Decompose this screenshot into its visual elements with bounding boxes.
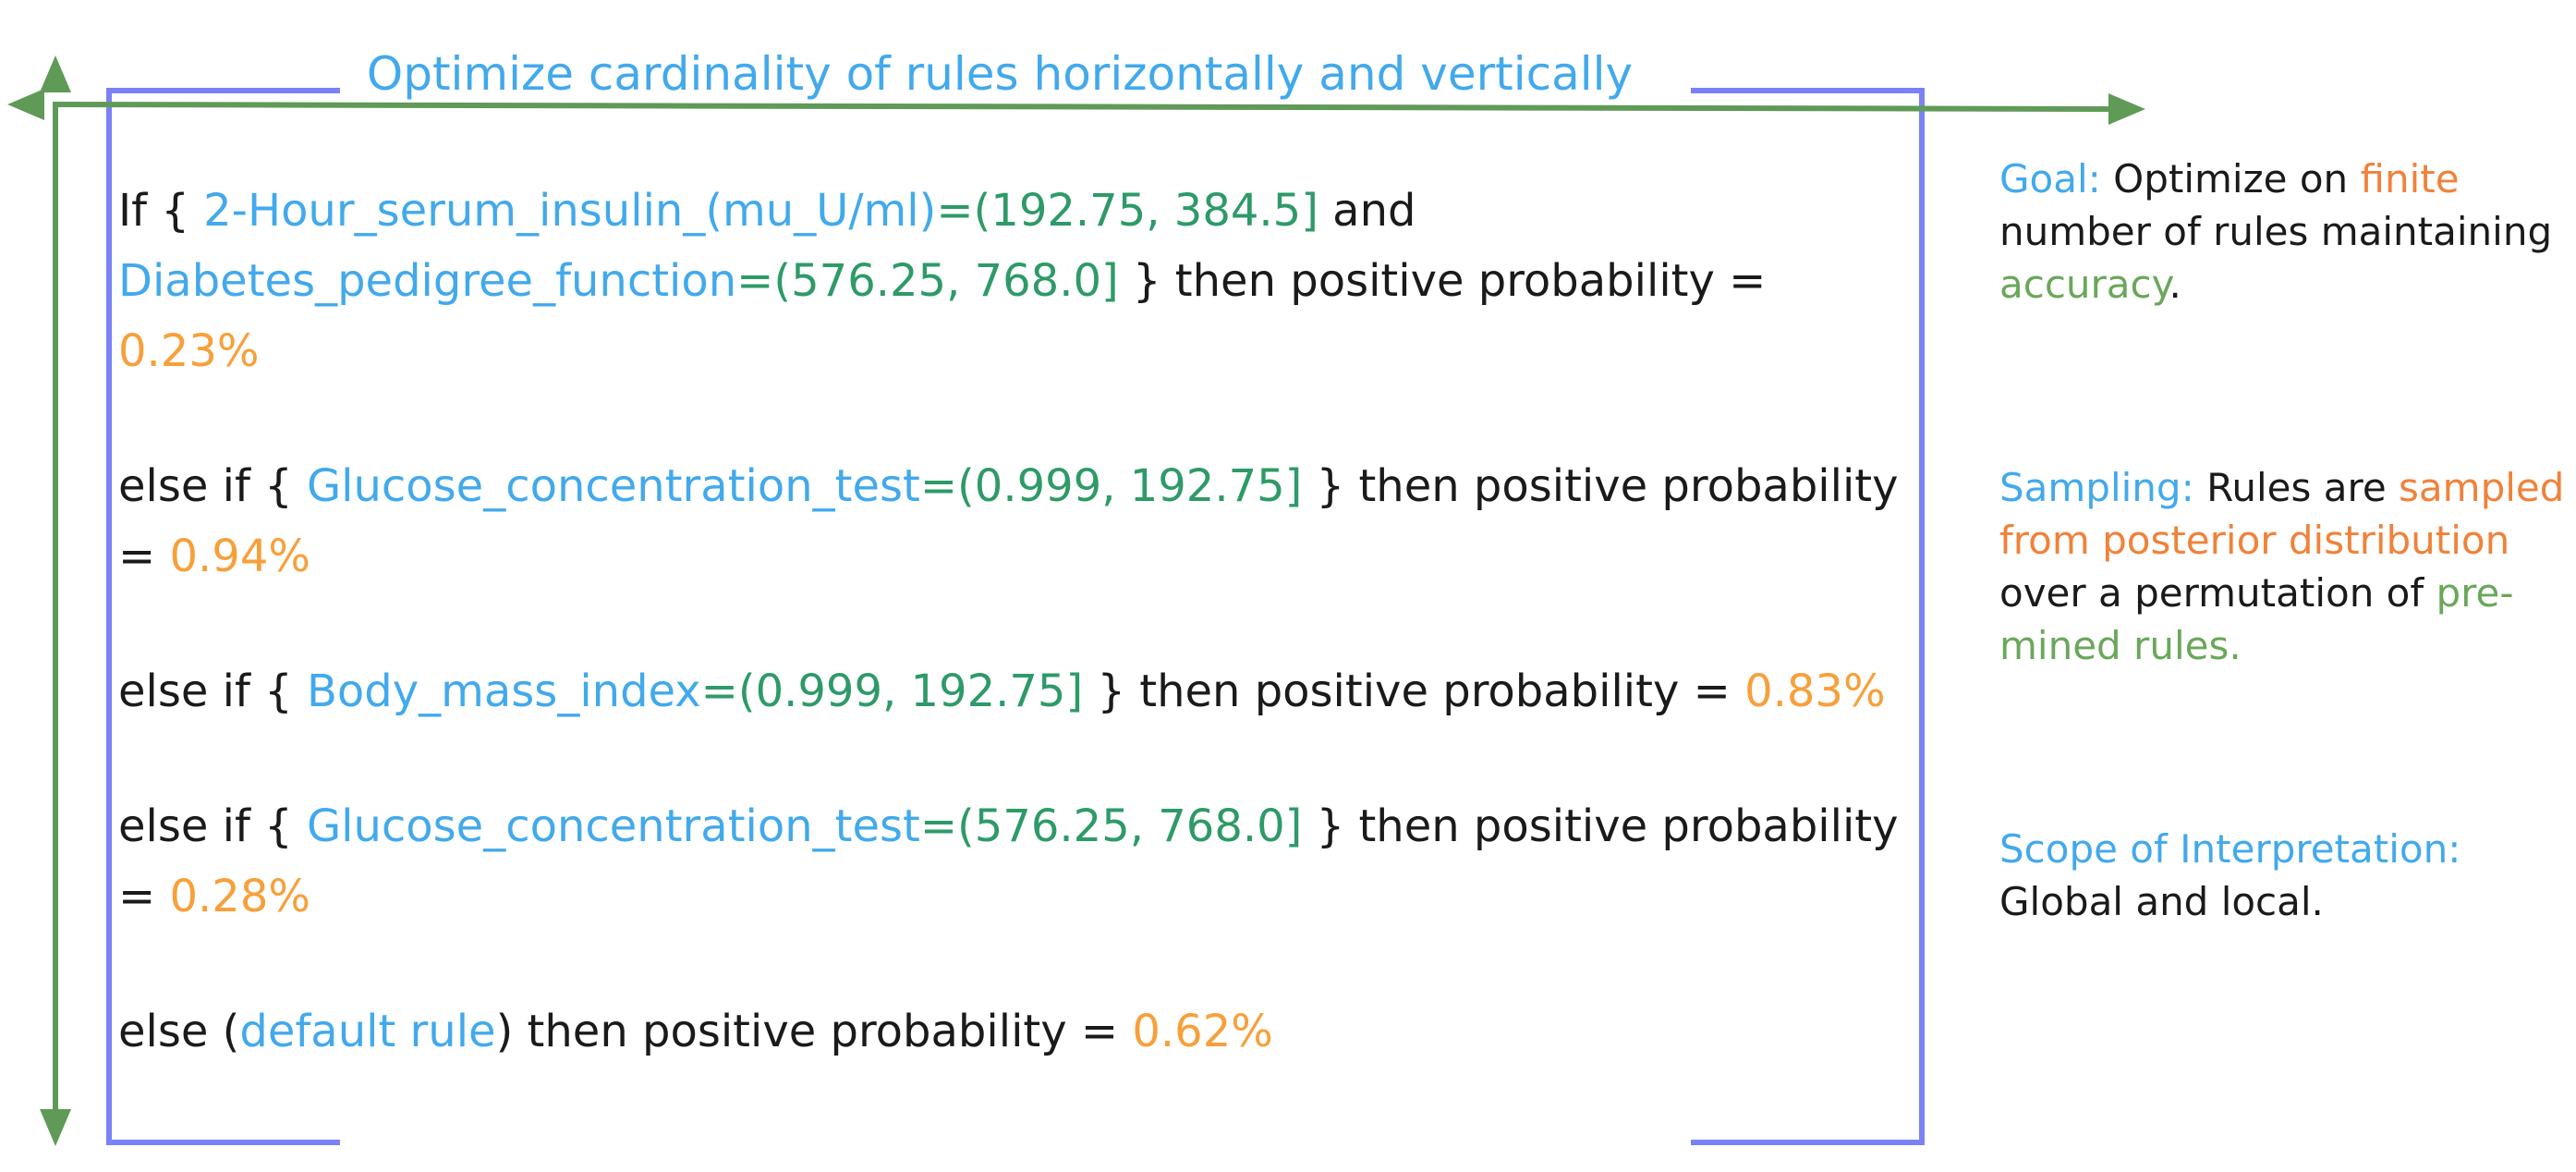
rule-5-probability: 0.62% (1132, 1006, 1273, 1057)
rule-2-probability: 0.94% (169, 531, 310, 582)
top-caption: Optimize cardinality of rules horizontal… (344, 37, 1656, 111)
rule-5-prefix: else ( (118, 1006, 240, 1057)
rule-1-eq-1: = (936, 185, 974, 237)
note-gap (1999, 311, 2572, 461)
rule-gap (118, 726, 1929, 791)
rule-5-line-1: else (default rule) then positive probab… (118, 996, 1929, 1067)
rule-1-prefix: If { (118, 185, 204, 237)
note-gap (1999, 672, 2572, 823)
rule-1-eq-2: = (736, 255, 774, 307)
horizontal-arrow (55, 102, 2117, 112)
rule-gap (118, 932, 1929, 996)
sampling-highlight-2: pre-mined rules. (1999, 570, 2514, 668)
rule-3-prefix: else if { (118, 665, 307, 717)
sampling-note: Sampling: Rules are sampled from posteri… (1999, 461, 2572, 672)
rule-4-probability: 0.28% (169, 871, 310, 922)
bracket-top-left (106, 88, 340, 1145)
rule-2-line-1: else if { Glucose_concentration_test=(0.… (118, 451, 1929, 521)
rule-4-then: } then positive probability (1302, 800, 1899, 852)
rule-4-interval: (576.25, 768.0] (957, 800, 1303, 852)
horizontal-arrowhead-right (2108, 93, 2145, 125)
rule-2-interval: (0.999, 192.75] (957, 460, 1303, 512)
rule-4-prefix: else if { (118, 800, 307, 852)
rule-4-eq: = (919, 800, 958, 852)
sampling-label: Sampling: (1999, 465, 2207, 510)
sampling-text-1: Rules are (2206, 465, 2400, 510)
rule-1-line-3: 0.23% (118, 316, 1929, 386)
rule-1-interval-2: (576.25, 768.0] (773, 255, 1119, 307)
rule-2-prefix: else if { (118, 460, 307, 512)
rule-2-eq: = (919, 460, 958, 512)
rule-2-feature: Glucose_concentration_test (306, 460, 920, 512)
rule-5-then: ) then positive probability = (495, 1006, 1133, 1057)
rule-gap (118, 386, 1929, 451)
scope-label: Scope of Interpretation: (1999, 826, 2461, 872)
vertical-arrowhead-bottom (40, 1109, 71, 1146)
goal-text-2: number of rules maintaining (1999, 209, 2553, 254)
sampling-highlight-1: sampled from posterior distribution (1999, 465, 2565, 563)
rule-1-interval-1: (192.75, 384.5] (973, 185, 1318, 237)
goal-note: Goal: Optimize on finite number of rules … (1999, 153, 2572, 311)
rule-3-then: } then positive probability = (1083, 665, 1745, 717)
rule-3-line-1: else if { Body_mass_index=(0.999, 192.75… (118, 656, 1929, 726)
goal-highlight-1: finite (2360, 156, 2460, 201)
rule-list: If { 2-Hour_serum_insulin_(mu_U/ml)=(192… (118, 176, 1929, 1067)
rule-1-line-1: If { 2-Hour_serum_insulin_(mu_U/ml)=(192… (118, 176, 1929, 246)
bracket-right (1691, 88, 1925, 1145)
horizontal-arrowhead-left (7, 89, 44, 120)
rule-4-line-1: else if { Glucose_concentration_test=(57… (118, 791, 1929, 861)
rule-5-feature: default rule (239, 1006, 496, 1057)
rule-4-eq-prob: = (118, 871, 170, 922)
rule-2-eq-prob: = (118, 531, 170, 582)
side-notes: Goal: Optimize on finite number of rules … (1999, 153, 2572, 928)
goal-text-1: Optimize on (2113, 156, 2361, 201)
rule-2-then: } then positive probability (1302, 460, 1899, 512)
rule-1-then: } then positive probability = (1118, 255, 1767, 307)
rule-gap (118, 592, 1929, 656)
top-caption-text: Optimize cardinality of rules horizontal… (366, 47, 1634, 101)
rule-1-feature-1: 2-Hour_serum_insulin_(mu_U/ml) (203, 185, 937, 237)
rule-1-line-2: Diabetes_pedigree_function=(576.25, 768.… (118, 246, 1929, 316)
scope-text: Global and local. (1999, 879, 2324, 924)
rule-3-eq: = (700, 665, 738, 717)
rule-1-and: and (1318, 185, 1416, 237)
rule-4-feature: Glucose_concentration_test (306, 800, 920, 852)
sampling-text-2: over a permutation of (1999, 570, 2436, 616)
rule-3-feature: Body_mass_index (306, 665, 701, 717)
goal-highlight-2: accuracy (1999, 262, 2169, 307)
goal-label: Goal: (1999, 156, 2114, 201)
rules-bracket-frame (106, 88, 1925, 1145)
rule-1-probability: 0.23% (118, 325, 260, 377)
rule-3-interval: (0.999, 192.75] (737, 665, 1084, 717)
rule-3-probability: 0.83% (1744, 665, 1886, 717)
goal-text-3: . (2169, 262, 2181, 307)
vertical-arrowhead-top (40, 55, 71, 92)
rule-1-feature-2: Diabetes_pedigree_function (118, 255, 737, 307)
rule-2-line-2: = 0.94% (118, 521, 1929, 592)
scope-note: Scope of Interpretation: Global and local… (1999, 823, 2572, 928)
rule-4-line-2: = 0.28% (118, 861, 1929, 932)
